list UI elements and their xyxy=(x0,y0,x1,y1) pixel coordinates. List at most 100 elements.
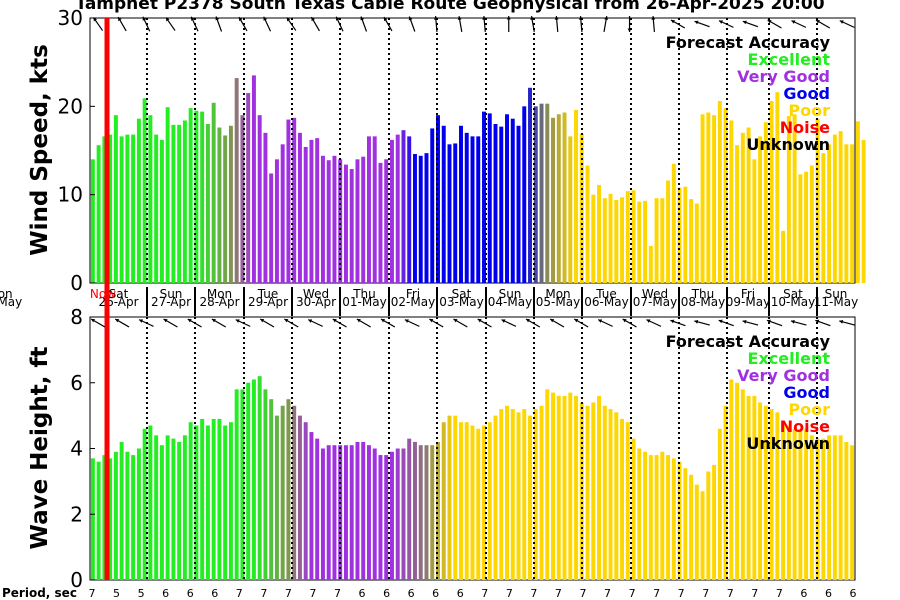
data-bar xyxy=(407,136,412,283)
legend-item-excellent: Excellent xyxy=(748,349,831,368)
data-bar xyxy=(303,146,308,283)
data-bar xyxy=(234,389,239,580)
data-bar xyxy=(119,136,124,283)
data-bar xyxy=(516,125,521,284)
data-bar xyxy=(625,191,630,283)
data-bar xyxy=(424,445,429,580)
data-bar xyxy=(459,422,463,580)
data-bar xyxy=(499,409,504,580)
direction-arrow xyxy=(622,318,637,328)
data-bar xyxy=(326,160,331,283)
legend-item-very-good: Very Good xyxy=(737,67,830,86)
data-bar xyxy=(746,395,751,580)
direction-arrow xyxy=(310,16,320,32)
data-bar xyxy=(631,438,636,580)
period-row: Period, sec 7 5 5 6 6 6 7 7 7 7 7 6 6 6 6 6 7 7 7 7 7 7 7 7 7 7 7 7 7… xyxy=(2,586,857,600)
data-bar xyxy=(482,425,486,580)
data-bar xyxy=(792,428,797,580)
data-bar xyxy=(303,422,308,580)
y-tick-label: 8 xyxy=(70,305,83,329)
direction-arrow xyxy=(525,318,541,328)
data-bar xyxy=(234,78,239,283)
period-value: 7 xyxy=(776,587,783,600)
day-label-date: 11-May xyxy=(814,295,858,309)
data-bar xyxy=(390,451,394,580)
data-bar xyxy=(683,468,688,580)
direction-arrow xyxy=(603,16,609,32)
data-bar xyxy=(758,402,763,580)
direction-arrow xyxy=(573,318,589,328)
data-bar xyxy=(568,136,573,283)
data-bar xyxy=(608,409,613,580)
day-label-dow: Fri xyxy=(741,287,755,301)
direction-arrow xyxy=(578,15,583,33)
direction-arrow xyxy=(433,15,438,33)
data-bar xyxy=(648,455,653,580)
data-bar xyxy=(827,435,832,580)
data-bar xyxy=(165,435,170,580)
chart-title: Tamphet P2378 South Texas Cable Route Ge… xyxy=(75,0,824,14)
data-bar xyxy=(349,445,354,580)
data-bar xyxy=(470,136,475,283)
data-bar xyxy=(562,395,567,580)
data-bar xyxy=(556,114,561,283)
data-bar xyxy=(211,418,216,580)
data-bar xyxy=(378,455,383,580)
data-bar xyxy=(815,438,820,580)
data-bar xyxy=(821,153,826,283)
y-axis-title: Wave Height, ft xyxy=(27,347,53,550)
direction-arrow xyxy=(142,16,151,32)
data-bar xyxy=(136,118,141,283)
data-bar xyxy=(464,132,469,283)
data-bar xyxy=(476,136,481,283)
y-tick-label: 20 xyxy=(58,94,83,118)
data-bar xyxy=(125,451,130,580)
day-label-dow: Sun xyxy=(499,287,522,301)
period-value: 7 xyxy=(555,587,562,600)
direction-arrow xyxy=(114,318,130,328)
day-label-date: 08-May xyxy=(681,295,725,309)
data-bar xyxy=(781,230,786,283)
now-label: Now xyxy=(90,287,116,301)
data-bar xyxy=(683,186,688,283)
day-label-dow: Mon xyxy=(207,287,232,301)
direction-arrow xyxy=(501,319,517,327)
direction-arrow xyxy=(651,15,656,33)
data-bar xyxy=(297,415,302,581)
data-bar xyxy=(413,441,417,580)
data-bar xyxy=(522,409,527,580)
data-bar xyxy=(608,193,613,283)
direction-arrows xyxy=(90,318,855,328)
direction-arrow xyxy=(332,318,347,328)
direction-arrow xyxy=(790,319,807,326)
period-value: 6 xyxy=(457,587,464,600)
data-bar xyxy=(470,425,475,580)
direction-arrow xyxy=(554,15,559,33)
legend-title: Forecast Accuracy xyxy=(666,332,831,351)
data-bar xyxy=(493,415,498,581)
data-bar xyxy=(723,108,728,283)
data-bar xyxy=(769,101,774,283)
data-bar xyxy=(182,435,187,580)
data-bar xyxy=(637,448,642,580)
direction-arrow xyxy=(263,16,272,32)
data-bar xyxy=(378,162,383,283)
data-bar xyxy=(165,107,170,283)
data-bar xyxy=(660,451,665,580)
direction-arrow xyxy=(138,319,154,327)
y-tick-label: 10 xyxy=(58,183,83,207)
data-bar xyxy=(861,139,866,283)
data-bar xyxy=(654,455,659,580)
data-bar xyxy=(804,428,809,580)
data-bar xyxy=(752,395,757,580)
data-bar xyxy=(775,412,780,580)
data-bar xyxy=(223,135,228,283)
direction-arrow xyxy=(742,20,759,28)
period-value: 7 xyxy=(285,587,292,600)
day-label-date: 10-May xyxy=(771,295,815,309)
data-bar xyxy=(441,422,446,580)
period-value: 7 xyxy=(309,587,316,600)
data-bar xyxy=(90,159,95,283)
data-bar xyxy=(775,92,780,283)
direction-arrow xyxy=(815,319,831,327)
